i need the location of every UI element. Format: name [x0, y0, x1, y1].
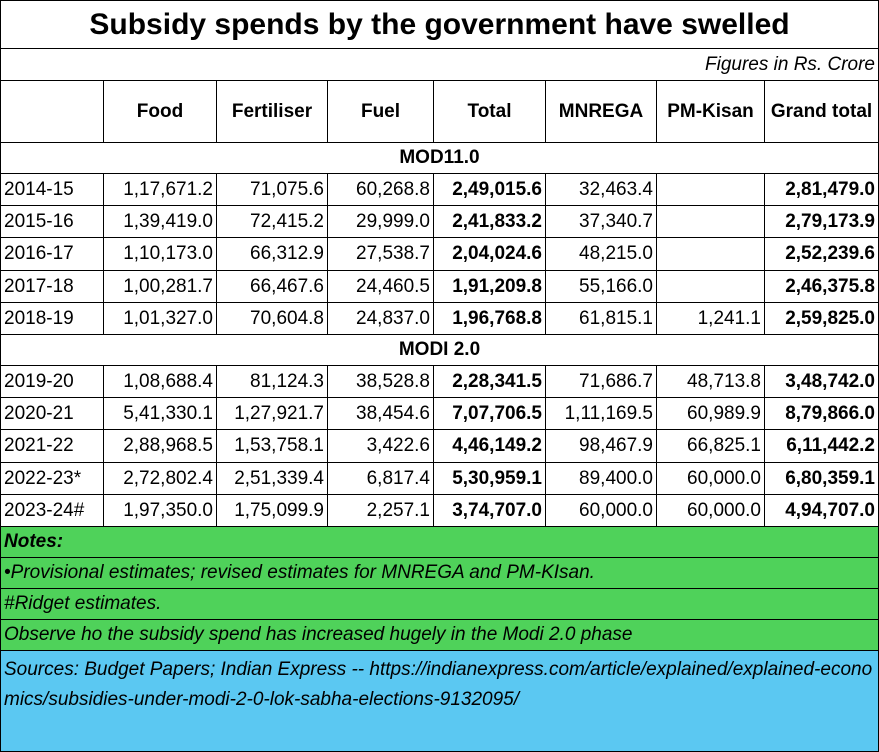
table-cell: 1,53,758.1: [217, 430, 328, 463]
table-cell: 2,46,375.8: [765, 271, 879, 303]
table-cell: 72,415.2: [217, 206, 328, 238]
row-year: 2021-22: [0, 430, 104, 463]
table-cell: 1,97,350.0: [104, 495, 217, 527]
table-cell: 98,467.9: [546, 430, 657, 463]
header-food: Food: [104, 81, 217, 143]
table-cell: [657, 238, 765, 271]
row-year: 2014-15: [0, 174, 104, 206]
table-cell: 1,11,169.5: [546, 398, 657, 430]
table-cell: 8,79,866.0: [765, 398, 879, 430]
table-cell: 2,72,802.4: [104, 463, 217, 495]
table-cell: 24,460.5: [328, 271, 434, 303]
table-cell: 4,94,707.0: [765, 495, 879, 527]
table-cell: 38,454.6: [328, 398, 434, 430]
table-cell: 2,52,239.6: [765, 238, 879, 271]
table-cell: 81,124.3: [217, 366, 328, 398]
page-title: Subsidy spends by the government have sw…: [0, 0, 879, 49]
table-cell: 1,27,921.7: [217, 398, 328, 430]
table-cell: 29,999.0: [328, 206, 434, 238]
table-cell: 5,41,330.1: [104, 398, 217, 430]
units-note: Figures in Rs. Crore: [0, 49, 879, 81]
table-cell: 37,340.7: [546, 206, 657, 238]
notes-heading: Notes:: [0, 527, 879, 558]
table-cell: 2,49,015.6: [434, 174, 546, 206]
section-label: MODI 2.0: [0, 335, 879, 366]
table-cell: 48,713.8: [657, 366, 765, 398]
table-cell: 2,51,339.4: [217, 463, 328, 495]
row-year: 2016-17: [0, 238, 104, 271]
row-year: 2022-23*: [0, 463, 104, 495]
table-cell: 32,463.4: [546, 174, 657, 206]
row-year: 2017-18: [0, 271, 104, 303]
table-cell: 1,39,419.0: [104, 206, 217, 238]
header-grand-total: Grand total: [765, 81, 879, 143]
note-line: •Provisional estimates; revised estimate…: [0, 558, 879, 589]
table-cell: 2,79,173.9: [765, 206, 879, 238]
table-cell: 2,28,341.5: [434, 366, 546, 398]
note-line: Observe ho the subsidy spend has increas…: [0, 620, 879, 651]
table-cell: 61,815.1: [546, 303, 657, 335]
table-cell: 1,75,099.9: [217, 495, 328, 527]
table-cell: 89,400.0: [546, 463, 657, 495]
note-line: #Ridget estimates.: [0, 589, 879, 620]
table-cell: 71,075.6: [217, 174, 328, 206]
table-cell: 2,257.1: [328, 495, 434, 527]
table-cell: 24,837.0: [328, 303, 434, 335]
table-cell: 70,604.8: [217, 303, 328, 335]
table-cell: 1,10,173.0: [104, 238, 217, 271]
section-label: MOD11.0: [0, 143, 879, 174]
table-cell: 1,91,209.8: [434, 271, 546, 303]
table-cell: 6,80,359.1: [765, 463, 879, 495]
table-cell: 1,00,281.7: [104, 271, 217, 303]
table-cell: 1,17,671.2: [104, 174, 217, 206]
table-cell: 2,04,024.6: [434, 238, 546, 271]
header-blank: [0, 81, 104, 143]
table-cell: 27,538.7: [328, 238, 434, 271]
table-cell: 1,96,768.8: [434, 303, 546, 335]
header-mnrega: MNREGA: [546, 81, 657, 143]
table-cell: 1,01,327.0: [104, 303, 217, 335]
table-cell: 3,74,707.0: [434, 495, 546, 527]
table-cell: 5,30,959.1: [434, 463, 546, 495]
table-cell: 48,215.0: [546, 238, 657, 271]
table-cell: 2,81,479.0: [765, 174, 879, 206]
table-cell: 66,825.1: [657, 430, 765, 463]
table-cell: 3,422.6: [328, 430, 434, 463]
table-cell: 60,000.0: [657, 463, 765, 495]
table-cell: [657, 271, 765, 303]
table-cell: 6,817.4: [328, 463, 434, 495]
header-total: Total: [434, 81, 546, 143]
table-cell: 1,241.1: [657, 303, 765, 335]
table-cell: [657, 206, 765, 238]
table-cell: 66,312.9: [217, 238, 328, 271]
row-year: 2015-16: [0, 206, 104, 238]
table-cell: 4,46,149.2: [434, 430, 546, 463]
table-cell: [657, 174, 765, 206]
table-cell: 55,166.0: [546, 271, 657, 303]
table-cell: 6,11,442.2: [765, 430, 879, 463]
table-cell: 60,989.9: [657, 398, 765, 430]
table-cell: 1,08,688.4: [104, 366, 217, 398]
table-cell: 2,41,833.2: [434, 206, 546, 238]
sources-note: Sources: Budget Papers; Indian Express -…: [0, 651, 879, 752]
table-cell: 3,48,742.0: [765, 366, 879, 398]
row-year: 2018-19: [0, 303, 104, 335]
row-year: 2020-21: [0, 398, 104, 430]
subsidy-spreadsheet: Subsidy spends by the government have sw…: [0, 0, 879, 752]
table-cell: 60,000.0: [657, 495, 765, 527]
table-cell: 7,07,706.5: [434, 398, 546, 430]
row-year: 2023-24#: [0, 495, 104, 527]
table-cell: 60,000.0: [546, 495, 657, 527]
table-cell: 2,88,968.5: [104, 430, 217, 463]
table-cell: 2,59,825.0: [765, 303, 879, 335]
table-cell: 71,686.7: [546, 366, 657, 398]
table-cell: 60,268.8: [328, 174, 434, 206]
row-year: 2019-20: [0, 366, 104, 398]
table-cell: 38,528.8: [328, 366, 434, 398]
header-fertiliser: Fertiliser: [217, 81, 328, 143]
header-pm-kisan: PM-Kisan: [657, 81, 765, 143]
header-fuel: Fuel: [328, 81, 434, 143]
table-cell: 66,467.6: [217, 271, 328, 303]
